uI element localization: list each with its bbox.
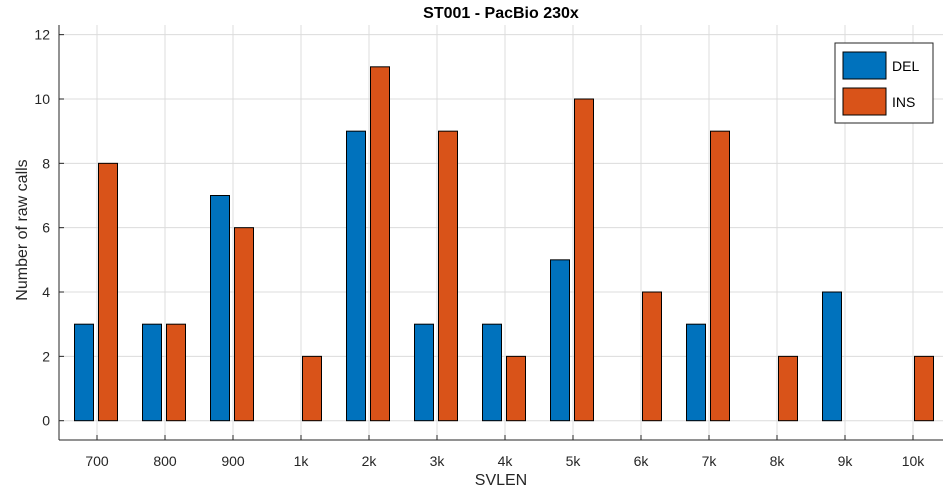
bar-del-3k	[414, 323, 434, 422]
bar-del-7k	[686, 323, 706, 422]
bar-ins-7k	[710, 130, 730, 422]
x-tick-label: 4k	[498, 453, 514, 469]
x-tick-label: 2k	[362, 453, 378, 469]
x-tick-label: 6k	[634, 453, 650, 469]
bar-ins-3k	[438, 130, 458, 422]
y-tick-label: 2	[42, 348, 50, 364]
y-tick-label: 4	[42, 284, 50, 300]
x-tick-label: 7k	[702, 453, 718, 469]
bar-ins-2k	[370, 66, 390, 422]
legend: DEL INS	[834, 42, 934, 124]
x-tick-label: 9k	[838, 453, 854, 469]
bar-ins-1k	[302, 355, 322, 422]
x-tick-label: 800	[153, 453, 177, 469]
legend-swatch-del	[842, 51, 887, 80]
bar-ins-6k	[642, 291, 662, 422]
x-tick-label: 700	[85, 453, 109, 469]
tick-labels: 0 2 4 6 8 10 12 700 800 900 1k 2k 3k 4k 5k 6k 7k 8k 9k 10k	[34, 27, 925, 469]
bar-del-9k	[822, 291, 842, 422]
y-axis-label: Number of raw calls	[14, 159, 31, 300]
x-tick-label: 8k	[770, 453, 786, 469]
legend-swatch-ins	[842, 87, 887, 116]
bar-ins-800	[166, 323, 186, 422]
bar-del-2k	[346, 130, 366, 422]
y-tick-label: 6	[42, 220, 50, 236]
legend-label-ins: INS	[892, 94, 915, 110]
bar-del-800	[142, 323, 162, 422]
x-tick-label: 10k	[902, 453, 926, 469]
chart-title: ST001 - PacBio 230x	[423, 5, 579, 22]
bar-ins-4k	[506, 355, 526, 422]
bar-ins-700	[98, 162, 118, 422]
x-tick-label: 5k	[566, 453, 582, 469]
legend-label-del: DEL	[892, 58, 919, 74]
y-tick-label: 10	[34, 91, 50, 107]
bar-del-5k	[550, 259, 570, 422]
y-tick-label: 8	[42, 155, 50, 171]
x-tick-label: 3k	[430, 453, 446, 469]
bar-del-700	[74, 323, 94, 422]
x-axis-label: SVLEN	[475, 472, 527, 489]
y-tick-label: 12	[34, 27, 50, 43]
bar-del-900	[210, 195, 230, 422]
bars	[74, 66, 934, 422]
bar-ins-5k	[574, 98, 594, 422]
x-tick-label: 1k	[294, 453, 310, 469]
bar-ins-10k	[914, 355, 934, 422]
y-tick-label: 0	[42, 413, 50, 429]
bar-ins-900	[234, 227, 254, 422]
x-tick-label: 900	[221, 453, 245, 469]
axes	[58, 25, 943, 441]
bar-del-4k	[482, 323, 502, 422]
bar-ins-8k	[778, 355, 798, 422]
